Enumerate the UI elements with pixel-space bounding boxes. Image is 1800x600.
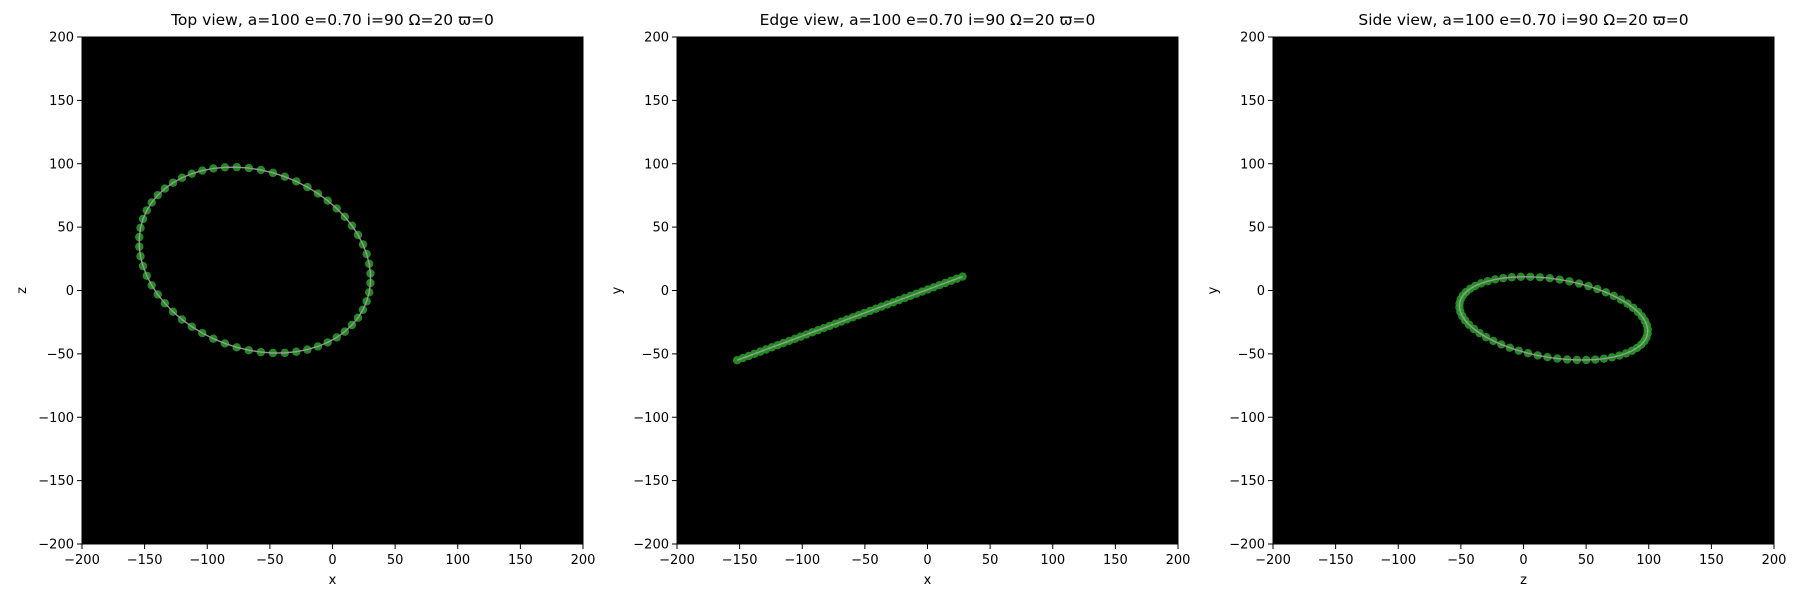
y-axis-label-edge: y	[610, 286, 625, 294]
x-tick-label-side: 0	[1519, 553, 1527, 568]
x-axis-label-top: x	[329, 573, 337, 588]
x-tick-label-side: −150	[1318, 553, 1354, 568]
y-axis-edge: −200 −150 −100 −50 0 50 100 150 200	[633, 31, 677, 553]
chart-title-side: Side view, a=100 e=0.70 i=90 Ω=20 ϖ=0	[1358, 11, 1688, 29]
x-tick-label-edge: −200	[659, 553, 695, 568]
x-tick-label-side: 200	[1762, 553, 1787, 568]
panel-top-view: −200 −150 −100 −50 0 50 100 150 200 −200 −150 −100…	[15, 11, 595, 588]
y-tick-label-top: 150	[49, 94, 74, 109]
x-axis-label-edge: x	[924, 573, 932, 588]
y-tick-label-edge: −50	[642, 347, 669, 362]
y-tick-label-edge: −100	[633, 411, 669, 426]
orbit-path-edge	[736, 275, 963, 361]
plot-area-top	[82, 37, 583, 544]
y-tick-label-side: 150	[1240, 94, 1265, 109]
x-tick-label-side: 150	[1699, 553, 1724, 568]
y-tick-label-top: 50	[57, 221, 74, 236]
y-tick-label-side: −100	[1229, 411, 1265, 426]
y-tick-label-side: −150	[1229, 474, 1265, 489]
orbit-path-side	[1458, 276, 1649, 361]
x-tick-label-edge: −50	[851, 553, 878, 568]
x-tick-label-top: −50	[256, 553, 283, 568]
orbit-path-top	[138, 166, 372, 354]
orbit-point-edge	[958, 272, 967, 281]
y-axis-side: −200 −150 −100 −50 0 50 100 150 200	[1229, 31, 1273, 553]
y-tick-label-side: −200	[1229, 538, 1265, 553]
panel-edge-view: −200 −150 −100 −50 0 50 100 150 200 −200 −150 −100…	[610, 11, 1190, 588]
y-tick-label-top: −100	[38, 411, 74, 426]
panel-side-view: −200 −150 −100 −50 0 50 100 150 200 −200 −150 −100…	[1206, 11, 1786, 588]
x-axis-label-side: z	[1520, 573, 1527, 588]
y-tick-label-top: 100	[49, 157, 74, 172]
y-tick-label-top: −200	[38, 538, 74, 553]
orbit-top	[135, 162, 375, 358]
chart-title-top: Top view, a=100 e=0.70 i=90 Ω=20 ϖ=0	[170, 11, 494, 29]
y-tick-label-edge: 100	[644, 157, 669, 172]
y-tick-label-top: 200	[49, 31, 74, 46]
y-tick-label-edge: −200	[633, 538, 669, 553]
orbit-side	[1455, 272, 1652, 365]
y-axis-label-top: z	[15, 287, 30, 294]
x-tick-label-top: −100	[189, 553, 225, 568]
y-tick-label-edge: 150	[644, 94, 669, 109]
y-axis-top: −200 −150 −100 −50 0 50 100 150 200	[38, 31, 82, 553]
y-tick-label-side: 0	[1257, 284, 1265, 299]
y-tick-label-top: −150	[38, 474, 74, 489]
x-tick-label-top: 100	[445, 553, 470, 568]
chart-title-edge: Edge view, a=100 e=0.70 i=90 Ω=20 ϖ=0	[760, 11, 1096, 29]
x-tick-label-side: 50	[1578, 553, 1595, 568]
y-tick-label-side: 100	[1240, 157, 1265, 172]
y-tick-label-edge: 0	[661, 284, 669, 299]
y-tick-label-edge: 50	[652, 221, 669, 236]
x-tick-label-top: 50	[387, 553, 404, 568]
x-tick-label-edge: 150	[1103, 553, 1128, 568]
y-tick-label-edge: −150	[633, 474, 669, 489]
y-tick-label-top: 0	[66, 284, 74, 299]
x-tick-label-edge: 100	[1040, 553, 1065, 568]
y-tick-label-side: −50	[1238, 347, 1265, 362]
y-axis-label-side: y	[1206, 286, 1221, 294]
y-tick-label-edge: 200	[644, 31, 669, 46]
x-tick-label-top: 150	[508, 553, 533, 568]
y-tick-label-side: 50	[1248, 221, 1265, 236]
x-tick-label-edge: −150	[722, 553, 758, 568]
x-tick-label-top: 200	[571, 553, 596, 568]
x-tick-label-edge: 0	[923, 553, 931, 568]
x-tick-label-top: 0	[328, 553, 336, 568]
x-tick-label-side: −100	[1380, 553, 1416, 568]
x-tick-label-top: −150	[127, 553, 163, 568]
plot-area-side	[1273, 37, 1774, 544]
y-tick-label-side: 200	[1240, 31, 1265, 46]
x-tick-label-edge: 200	[1166, 553, 1191, 568]
orbit-edge	[732, 272, 967, 365]
x-axis-top: −200 −150 −100 −50 0 50 100 150 200	[64, 544, 595, 568]
x-tick-label-top: −200	[64, 553, 100, 568]
x-tick-label-side: −200	[1255, 553, 1291, 568]
x-tick-label-edge: −100	[784, 553, 820, 568]
x-tick-label-edge: 50	[982, 553, 999, 568]
y-tick-label-top: −50	[47, 347, 74, 362]
x-tick-label-side: 100	[1636, 553, 1661, 568]
x-axis-edge: −200 −150 −100 −50 0 50 100 150 200	[659, 544, 1190, 568]
x-axis-side: −200 −150 −100 −50 0 50 100 150 200	[1255, 544, 1786, 568]
x-tick-label-side: −50	[1447, 553, 1474, 568]
